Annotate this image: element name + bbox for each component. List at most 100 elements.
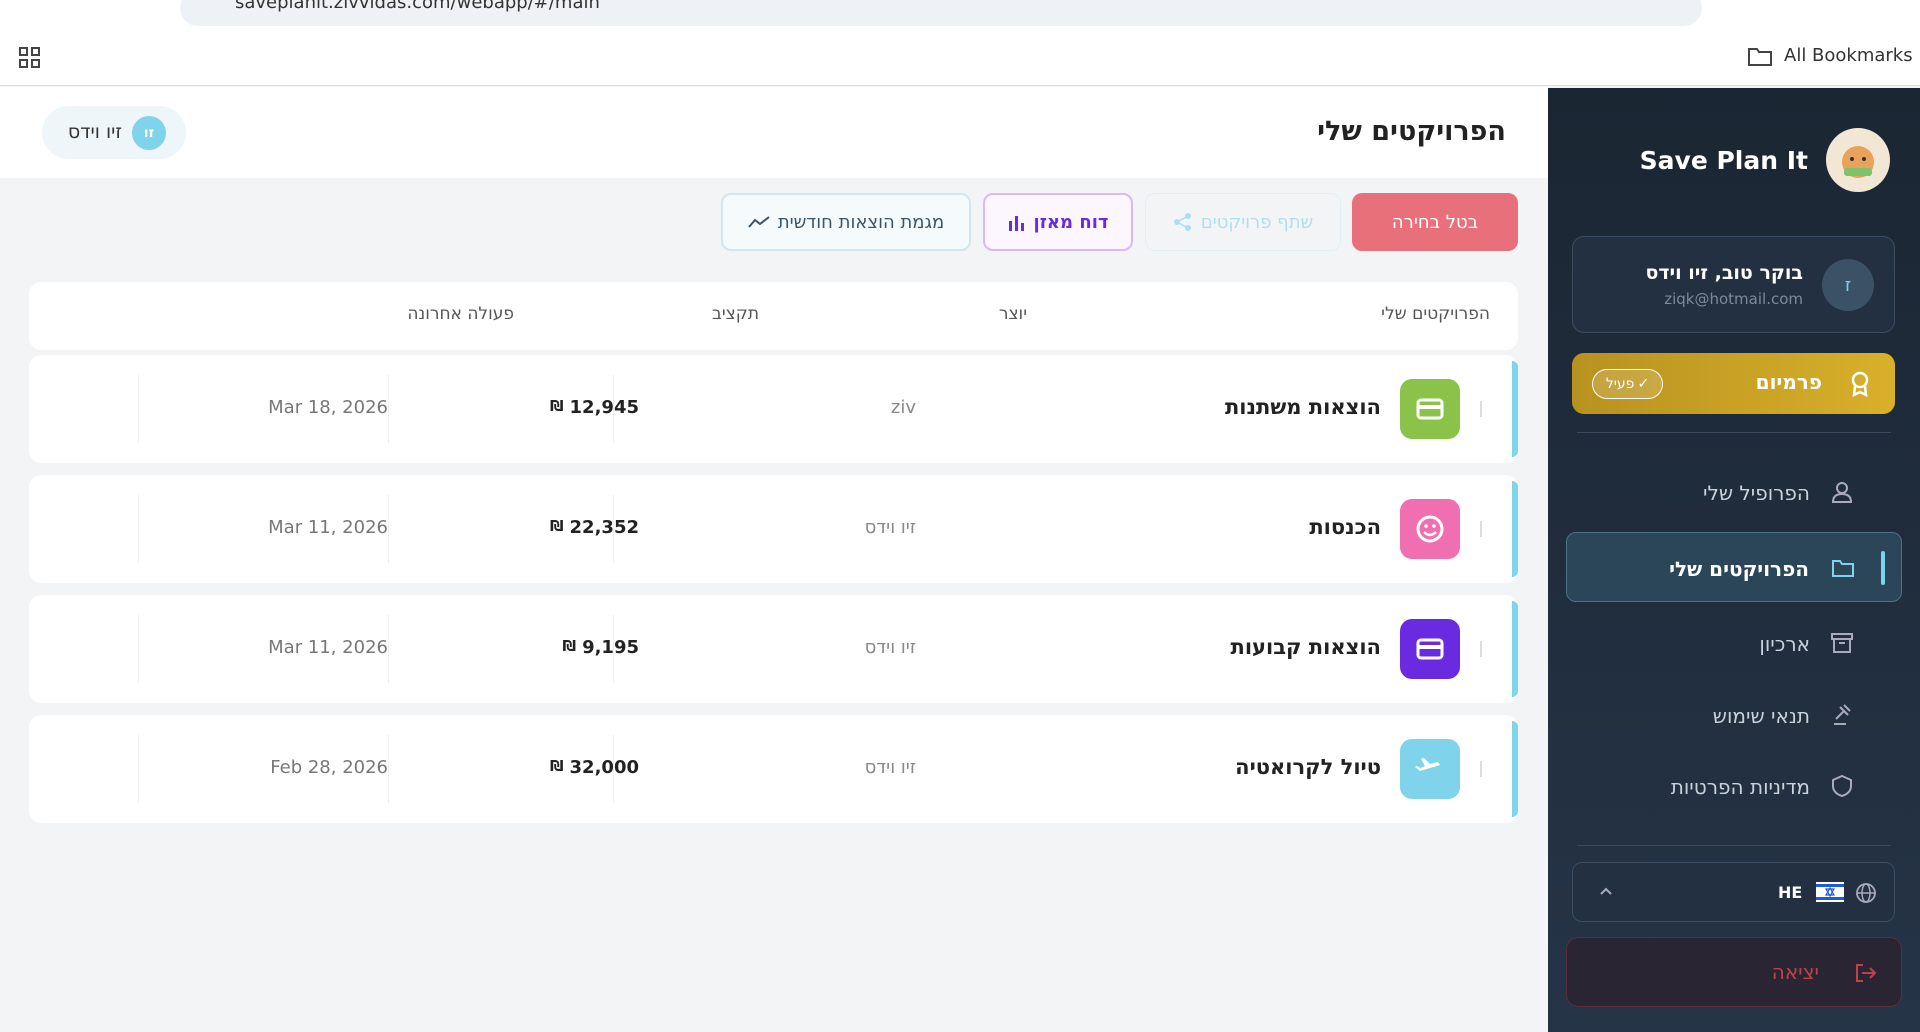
column-header: תקציב bbox=[712, 304, 759, 324]
logout-button[interactable]: יציאה bbox=[1566, 937, 1902, 1007]
column-header: יוצר bbox=[998, 304, 1027, 324]
main-header bbox=[0, 87, 1548, 178]
column-separator bbox=[613, 735, 614, 803]
flag-icon bbox=[1816, 882, 1844, 902]
logo-icon bbox=[1842, 146, 1874, 178]
premium-status: פעיל ✓ bbox=[1592, 369, 1663, 399]
nav-glyph bbox=[1831, 633, 1853, 653]
budget-value: 12,945 bbox=[569, 397, 639, 418]
last-action-date: Mar 11, 2026 bbox=[268, 517, 388, 538]
balance-report-button[interactable]: דוח מאזן bbox=[983, 193, 1133, 251]
row-accent bbox=[1512, 721, 1518, 817]
project-name: הוצאות משתנות bbox=[1224, 395, 1381, 419]
project-icon bbox=[1400, 499, 1460, 559]
language-code: HE bbox=[1778, 883, 1803, 902]
globe-icon bbox=[1856, 883, 1876, 903]
project-icon bbox=[1400, 739, 1460, 799]
icon-glyph bbox=[1416, 515, 1444, 543]
nav-item[interactable]: הפרויקטים שלי bbox=[1566, 532, 1902, 602]
column-separator bbox=[138, 495, 139, 563]
nav-icon bbox=[1831, 556, 1857, 582]
user-chip[interactable]: זו זיו וידס bbox=[42, 106, 186, 159]
project-name: טיול לקרואטיה bbox=[1235, 755, 1381, 779]
project-row[interactable]: טיול לקרואטיה זיו וידס 32,000 ₪ Feb 28, 2026 bbox=[29, 715, 1518, 823]
table-header: הפרויקטים שלי יוצר תקציב פעולה אחרונה bbox=[29, 282, 1518, 350]
creator: זיו וידס bbox=[864, 757, 916, 778]
trend-button[interactable]: מגמת הוצאות חודשית bbox=[721, 193, 971, 251]
nav-icon bbox=[1830, 774, 1856, 800]
trend-icon bbox=[748, 216, 770, 228]
url: saveplanit.zivvidas.com/webapp/#/main bbox=[235, 0, 600, 13]
budget-value: 32,000 bbox=[569, 757, 639, 778]
column-separator bbox=[388, 375, 389, 443]
share-label: שתף פרויקטים bbox=[1200, 211, 1314, 233]
nav-glyph bbox=[1832, 774, 1852, 798]
project-row[interactable]: הוצאות משתנות ziv 12,945 ₪ Mar 18, 2026 bbox=[29, 355, 1518, 463]
project-name: הוצאות קבועות bbox=[1230, 635, 1381, 659]
share-button[interactable]: שתף פרויקטים bbox=[1145, 193, 1341, 251]
logout-label: יציאה bbox=[1771, 960, 1819, 984]
greeting: בוקר טוב, זיו וידס bbox=[1645, 262, 1803, 284]
logo[interactable] bbox=[1826, 128, 1890, 192]
nav-label: הפרופיל שלי bbox=[1703, 481, 1810, 505]
nav-icon bbox=[1830, 631, 1856, 657]
balance-label: דוח מאזן bbox=[1033, 211, 1109, 233]
cancel-selection-button[interactable]: בטל בחירה bbox=[1352, 193, 1518, 251]
last-action-date: Mar 18, 2026 bbox=[268, 397, 388, 418]
column-separator bbox=[138, 375, 139, 443]
nav-item[interactable]: מדיניות הפרטיות bbox=[1566, 751, 1902, 821]
nav-icon bbox=[1830, 703, 1856, 729]
language-selector[interactable]: HE bbox=[1572, 862, 1895, 922]
column-header: פעולה אחרונה bbox=[407, 304, 514, 324]
column-separator bbox=[613, 375, 614, 443]
bookmarks[interactable]: All Bookmarks bbox=[1784, 45, 1913, 66]
nav-item[interactable]: הפרופיל שלי bbox=[1566, 457, 1902, 527]
column-header: הפרויקטים שלי bbox=[1381, 304, 1490, 324]
icon-glyph bbox=[1416, 638, 1444, 660]
budget: 22,352 ₪ bbox=[550, 517, 639, 538]
row-handle bbox=[1480, 761, 1482, 777]
sidebar-avatar: ז bbox=[1822, 259, 1874, 311]
page-title: הפרויקטים שלי bbox=[1317, 116, 1506, 147]
nav-item[interactable]: ארכיון bbox=[1566, 608, 1902, 678]
share-icon bbox=[1173, 213, 1191, 231]
column-separator bbox=[388, 735, 389, 803]
last-action-date: Mar 11, 2026 bbox=[268, 637, 388, 658]
divider bbox=[1577, 432, 1891, 433]
nav-glyph bbox=[1834, 704, 1851, 725]
active-indicator bbox=[1881, 551, 1885, 585]
nav-label: ארכיון bbox=[1759, 632, 1810, 656]
user-name: זיו וידס bbox=[67, 121, 122, 143]
apps-icon[interactable] bbox=[18, 46, 42, 70]
nav-item[interactable]: תנאי שימוש bbox=[1566, 680, 1902, 750]
currency: ₪ bbox=[549, 517, 564, 535]
icon-glyph bbox=[1416, 398, 1444, 420]
column-separator bbox=[138, 735, 139, 803]
nav-label: תנאי שימוש bbox=[1712, 704, 1810, 728]
budget-value: 22,352 bbox=[569, 517, 639, 538]
budget: 12,945 ₪ bbox=[550, 397, 639, 418]
row-handle bbox=[1480, 521, 1482, 537]
folder-icon bbox=[1748, 48, 1772, 66]
status-label: פעיל bbox=[1605, 376, 1635, 392]
row-handle bbox=[1480, 401, 1482, 417]
premium-card[interactable]: פרמיום פעיל ✓ bbox=[1572, 353, 1895, 414]
project-row[interactable]: הכנסות זיו וידס 22,352 ₪ Mar 11, 2026 bbox=[29, 475, 1518, 583]
column-separator bbox=[613, 615, 614, 683]
chevron bbox=[1600, 887, 1612, 895]
address-bar[interactable] bbox=[180, 0, 1702, 26]
budget-value: 9,195 bbox=[582, 637, 639, 658]
browser-bar: saveplanit.zivvidas.com/webapp/#/main Al… bbox=[0, 0, 1920, 86]
creator: זיו וידס bbox=[864, 637, 916, 658]
column-separator bbox=[388, 615, 389, 683]
project-row[interactable]: הוצאות קבועות זיו וידס 9,195 ₪ Mar 11, 2026 bbox=[29, 595, 1518, 703]
icon-glyph bbox=[1415, 758, 1442, 779]
project-icon bbox=[1400, 379, 1460, 439]
bars-icon bbox=[1008, 216, 1024, 231]
column-separator bbox=[388, 495, 389, 563]
email: ziqk@hotmail.com bbox=[1664, 290, 1803, 308]
last-action-date: Feb 28, 2026 bbox=[270, 757, 388, 778]
currency: ₪ bbox=[549, 757, 564, 775]
